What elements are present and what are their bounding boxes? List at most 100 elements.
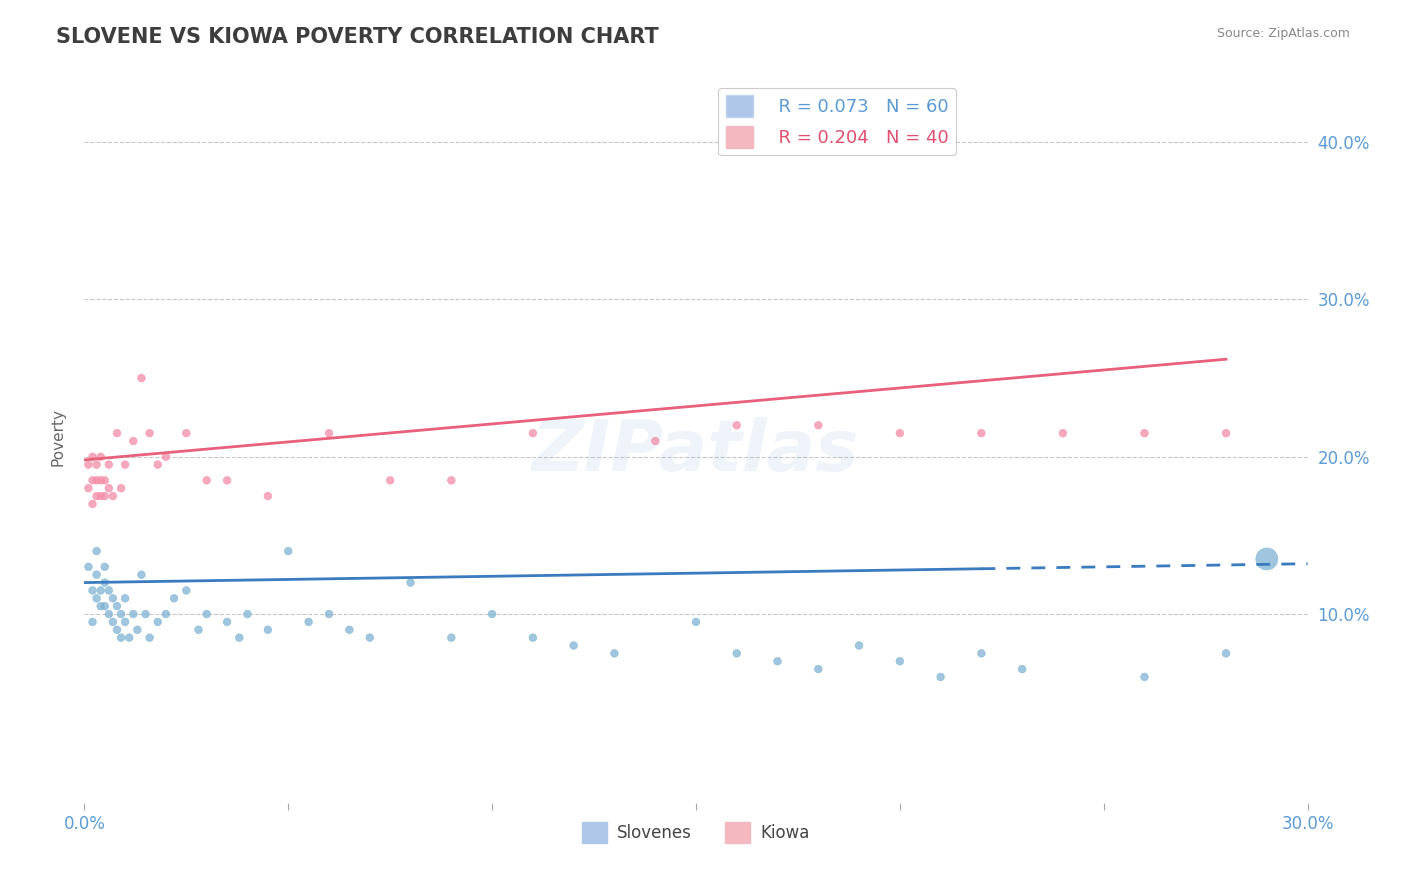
Point (257, 489, 280, 503)
Point (195, 607, 218, 621)
Point (110, 631, 132, 645)
Point (848, 639, 870, 653)
Point (277, 544, 299, 558)
Point (90, 473, 112, 487)
Point (90, 489, 112, 503)
Point (101, 615, 124, 629)
Point (766, 654, 789, 668)
Point (90, 599, 112, 614)
Point (440, 631, 463, 645)
Point (82, 583, 104, 598)
Point (114, 615, 136, 629)
Point (93, 599, 115, 614)
Point (217, 615, 239, 629)
Point (93, 575, 115, 590)
Point (929, 670, 952, 684)
Point (318, 426, 340, 441)
Point (110, 481, 132, 495)
Point (118, 631, 141, 645)
Point (146, 615, 169, 629)
Point (131, 371, 153, 385)
Point (970, 426, 993, 441)
Point (1011, 662, 1033, 676)
Point (138, 631, 160, 645)
Text: SLOVENE VS KIOWA POVERTY CORRELATION CHART: SLOVENE VS KIOWA POVERTY CORRELATION CHA… (56, 27, 659, 46)
Point (163, 591, 186, 606)
Point (481, 607, 503, 621)
Y-axis label: Poverty: Poverty (51, 408, 66, 467)
Point (1052, 426, 1074, 441)
Point (155, 607, 177, 621)
Point (195, 473, 218, 487)
Point (1256, 552, 1278, 566)
Point (380, 473, 402, 487)
Point (82, 473, 104, 487)
Point (114, 591, 136, 606)
Point (1133, 670, 1156, 684)
Point (807, 418, 830, 433)
Point (101, 489, 124, 503)
Point (105, 426, 128, 441)
Point (1133, 426, 1156, 441)
Point (174, 426, 197, 441)
Point (440, 473, 463, 487)
Point (562, 639, 585, 653)
Point (93, 489, 115, 503)
Point (359, 631, 381, 645)
Point (187, 623, 209, 637)
Point (1215, 646, 1237, 660)
Point (603, 646, 626, 660)
Point (97, 458, 120, 472)
Point (725, 418, 748, 433)
Point (93, 473, 115, 487)
Point (725, 646, 748, 660)
Text: Source: ZipAtlas.com: Source: ZipAtlas.com (1216, 27, 1350, 40)
Point (807, 662, 830, 676)
Point (122, 434, 145, 448)
Point (174, 583, 197, 598)
Point (77, 559, 100, 574)
Point (86, 473, 108, 487)
Point (298, 615, 321, 629)
Point (86, 458, 108, 472)
Point (90, 450, 112, 464)
Point (135, 607, 157, 621)
Point (127, 623, 149, 637)
Point (110, 607, 132, 621)
Point (122, 607, 145, 621)
Point (82, 615, 104, 629)
Point (138, 426, 160, 441)
Point (217, 473, 239, 487)
Point (146, 458, 169, 472)
Point (257, 623, 280, 637)
Point (155, 450, 177, 464)
Point (228, 631, 250, 645)
Point (97, 481, 120, 495)
Point (114, 458, 136, 472)
Point (82, 450, 104, 464)
Point (93, 559, 115, 574)
Point (86, 591, 108, 606)
Point (86, 544, 108, 558)
Text: ZIPatlas: ZIPatlas (533, 417, 859, 486)
Point (77, 481, 100, 495)
Point (970, 646, 993, 660)
Point (339, 623, 361, 637)
Point (644, 434, 666, 448)
Point (97, 583, 120, 598)
Point (82, 497, 104, 511)
Point (86, 489, 108, 503)
Point (522, 631, 544, 645)
Point (889, 426, 911, 441)
Point (522, 426, 544, 441)
Point (318, 607, 340, 621)
Point (86, 567, 108, 582)
Point (90, 583, 112, 598)
Point (77, 458, 100, 472)
Point (236, 607, 259, 621)
Point (685, 615, 707, 629)
Point (101, 591, 124, 606)
Point (889, 654, 911, 668)
Point (399, 575, 422, 590)
Point (105, 623, 128, 637)
